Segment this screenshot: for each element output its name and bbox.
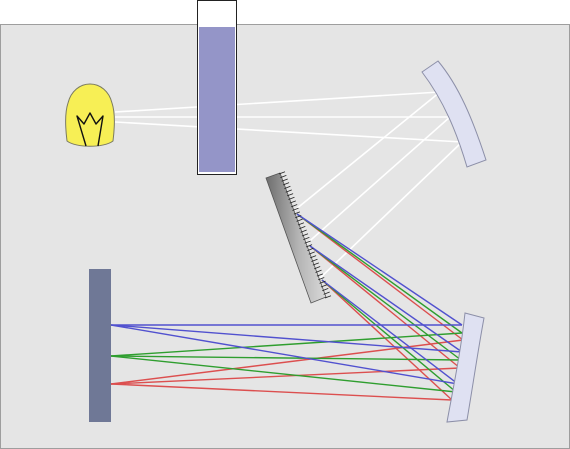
grating-groove xyxy=(323,291,330,295)
grating-groove xyxy=(307,247,314,251)
grating-groove xyxy=(304,240,311,244)
cuvette-sample-liquid xyxy=(199,27,235,172)
cuvette-icon xyxy=(197,0,237,175)
green-ray-focused xyxy=(110,355,462,361)
grating-groove xyxy=(322,288,329,292)
grating-groove xyxy=(291,204,298,208)
grating-groove xyxy=(295,215,302,219)
blue-ray-focused xyxy=(110,324,459,385)
white-light-rays xyxy=(114,91,463,281)
grating-groove xyxy=(296,218,303,222)
collimating-mirror-icon xyxy=(421,60,487,168)
red-ray-incident xyxy=(309,245,461,369)
green-ray-incident xyxy=(321,279,457,393)
grating-icon xyxy=(265,171,332,304)
grating-groove xyxy=(319,280,326,284)
white-ray xyxy=(114,91,441,113)
blue-ray-focused xyxy=(110,324,463,353)
grating-groove xyxy=(297,222,305,226)
filament-icon xyxy=(76,112,104,147)
grating-groove xyxy=(316,273,324,277)
collimated-ray xyxy=(289,91,441,215)
grating-groove xyxy=(314,266,321,270)
red-ray-focused xyxy=(110,367,461,385)
red-ray-focused xyxy=(110,383,453,401)
blue-ray-incident xyxy=(321,279,459,385)
grating-groove xyxy=(280,174,287,179)
grating-groove xyxy=(292,207,299,211)
grating-groove xyxy=(305,244,313,248)
grating-groove xyxy=(289,200,296,204)
grating-groove xyxy=(301,233,309,237)
grating-groove xyxy=(318,277,325,281)
blue-ray-incident xyxy=(309,245,463,353)
grating-groove xyxy=(299,226,306,230)
light-bulb-icon xyxy=(65,83,115,147)
grating-groove xyxy=(300,229,307,233)
grating-groove xyxy=(281,178,288,182)
grating-groove xyxy=(320,284,328,288)
green-ray-focused xyxy=(110,355,457,393)
red-ray-incident xyxy=(296,213,464,341)
grating-groove xyxy=(282,182,290,186)
grating-groove xyxy=(285,189,292,193)
grating-groove xyxy=(286,193,294,197)
dispersed-rays xyxy=(110,213,464,401)
grating-grooves xyxy=(278,171,332,299)
grating-groove xyxy=(308,251,315,255)
green-ray-focused xyxy=(110,332,463,357)
grating-groove xyxy=(311,258,318,262)
grating-groove xyxy=(288,196,295,200)
grating-groove xyxy=(312,262,319,266)
grating-groove xyxy=(315,269,322,273)
grating-groove xyxy=(303,236,310,241)
green-ray-incident xyxy=(296,213,463,334)
blue-ray-incident xyxy=(296,213,463,326)
grating-groove xyxy=(284,185,291,189)
grating-groove xyxy=(309,255,317,259)
collimated-ray xyxy=(303,116,451,247)
green-ray-incident xyxy=(309,245,462,361)
detector-array-icon xyxy=(89,269,111,422)
focusing-mirror-icon xyxy=(446,312,485,423)
collimated-ray xyxy=(317,141,463,281)
grating-groove xyxy=(293,211,301,215)
grating-groove xyxy=(278,171,286,175)
white-ray xyxy=(114,121,463,143)
grating-groove xyxy=(324,295,332,299)
